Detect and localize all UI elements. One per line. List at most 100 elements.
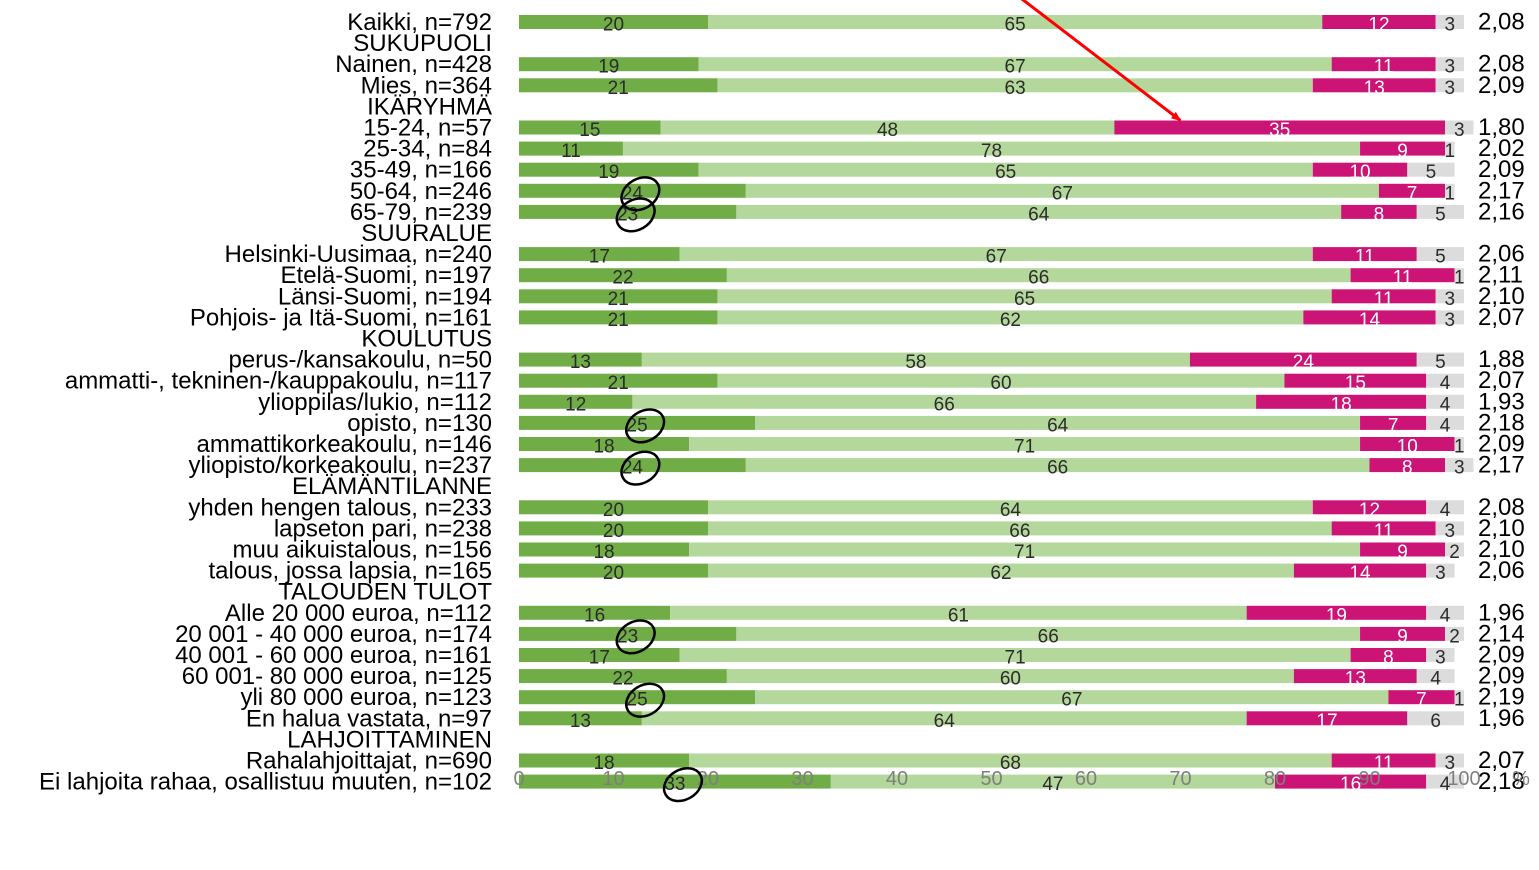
bar-value-label: 14 [1359, 310, 1381, 331]
x-tick-label: 40 [886, 768, 908, 790]
bar-value-label: 71 [1014, 437, 1035, 458]
bar-value-label: 11 [1374, 289, 1394, 310]
bar-value-label: 65 [1005, 15, 1026, 36]
bar-value-label: 58 [905, 352, 926, 373]
row-label: Ei lahjoita rahaa, osallistuu muuten, n=… [39, 769, 492, 796]
bar-value-label: 64 [1028, 204, 1050, 225]
bar-value-label: 7 [1388, 415, 1399, 436]
bar-value-label: 9 [1397, 141, 1408, 162]
bar-value-label: 63 [1005, 78, 1026, 99]
mean-value-label: 2,06 [1478, 557, 1525, 584]
bar-value-label: 13 [570, 711, 591, 732]
bar-value-label: 65 [1014, 289, 1035, 310]
bar-value-label: 5 [1435, 204, 1446, 225]
bar-value-label: 6 [1430, 711, 1441, 732]
mean-value-label: 2,08 [1478, 9, 1525, 36]
bar-value-label: 4 [1440, 415, 1451, 436]
bar-value-label: 10 [1397, 437, 1418, 458]
bar-value-label: 4 [1440, 500, 1451, 521]
bar-value-label: 12 [565, 394, 586, 415]
bar-value-label: 8 [1374, 204, 1385, 225]
bar-value-label: 19 [1326, 605, 1347, 626]
x-tick-label: 90 [1358, 768, 1380, 790]
bar-value-label: 67 [1005, 57, 1026, 78]
bar-value-label: 62 [1000, 310, 1021, 331]
bar-value-label: 35 [1269, 120, 1290, 141]
bar-value-label: 21 [608, 373, 629, 394]
bar-value-label: 48 [877, 120, 898, 141]
bar-value-label: 66 [1009, 521, 1030, 542]
bar-value-label: 4 [1440, 373, 1451, 394]
bar-value-label: 20 [603, 521, 624, 542]
bar-value-label: 7 [1416, 690, 1427, 711]
bar-value-label: 19 [598, 57, 619, 78]
bar-value-label: 1 [1445, 183, 1456, 204]
bar-value-label: 11 [1374, 57, 1394, 78]
bar-value-label: 12 [1359, 500, 1380, 521]
bar-value-label: 20 [603, 563, 624, 584]
bar-value-label: 17 [1316, 711, 1337, 732]
bar-value-label: 71 [1005, 648, 1026, 669]
bar-value-label: 64 [1000, 500, 1022, 521]
x-tick-label: 0 [513, 768, 524, 790]
mean-value-label: 1,96 [1478, 705, 1525, 732]
bar-value-label: 3 [1454, 120, 1465, 141]
mean-values: 2,082,082,091,802,022,092,172,162,062,11… [1478, 9, 1525, 796]
bar-value-label: 67 [986, 247, 1007, 268]
bar-value-label: 17 [589, 648, 610, 669]
x-tick-label: 10 [602, 768, 624, 790]
bar-value-label: 5 [1435, 247, 1446, 268]
bar-value-label: 13 [570, 352, 591, 373]
bar-value-label: 1 [1454, 690, 1465, 711]
bar-value-label: 7 [1407, 183, 1418, 204]
bar-value-label: 20 [603, 15, 624, 36]
bar-value-label: 15 [1345, 373, 1366, 394]
bar-value-label: 13 [1364, 78, 1385, 99]
bar-value-label: 8 [1383, 648, 1394, 669]
bar-value-label: 60 [990, 373, 1011, 394]
bar-value-label: 10 [1349, 162, 1370, 183]
bar-value-label: 16 [584, 605, 605, 626]
bar-value-label: 21 [608, 289, 629, 310]
bar-value-label: 11 [1355, 247, 1375, 268]
bar-value-label: 8 [1402, 458, 1413, 479]
bar-value-label: 11 [1393, 268, 1413, 289]
bar-value-label: 19 [598, 162, 619, 183]
bar-value-label: 61 [948, 605, 969, 626]
bar-value-label: 17 [589, 247, 610, 268]
x-tick-label: 70 [1169, 768, 1191, 790]
bar-value-label: 71 [1014, 542, 1035, 563]
bar-value-label: 65 [995, 162, 1016, 183]
x-unit-label: % [1512, 768, 1530, 790]
bar-value-label: 4 [1430, 669, 1441, 690]
bar-value-label: 5 [1426, 162, 1437, 183]
x-tick-label: 60 [1075, 768, 1097, 790]
x-tick-label: 100 [1447, 768, 1480, 790]
bar-value-label: 1 [1454, 437, 1465, 458]
bar-value-label: 3 [1445, 15, 1456, 36]
bar-value-label: 4 [1440, 394, 1451, 415]
bar-value-label: 21 [608, 310, 629, 331]
bar-value-label: 14 [1349, 563, 1371, 584]
bar-value-label: 18 [593, 542, 614, 563]
bar-value-label: 66 [934, 394, 955, 415]
bar-value-label: 2 [1449, 626, 1460, 647]
bar-value-label: 22 [612, 669, 633, 690]
bar-value-label: 60 [1000, 669, 1021, 690]
mean-value-label: 2,16 [1478, 198, 1525, 225]
bar-value-label: 3 [1445, 57, 1456, 78]
bar-value-label: 18 [1331, 394, 1352, 415]
bar-value-label: 3 [1435, 648, 1446, 669]
bar-value-label: 3 [1445, 310, 1456, 331]
bar-value-label: 13 [1345, 669, 1366, 690]
mean-value-label: 2,07 [1478, 304, 1525, 331]
mean-value-label: 2,17 [1478, 452, 1525, 479]
bar-value-label: 21 [608, 78, 629, 99]
bar-value-label: 47 [1042, 774, 1063, 795]
bar-value-label: 1 [1454, 268, 1465, 289]
bar-value-label: 24 [1293, 352, 1315, 373]
bar-value-label: 67 [1061, 690, 1082, 711]
bar-value-label: 64 [1047, 415, 1069, 436]
bar-value-label: 11 [561, 141, 581, 162]
